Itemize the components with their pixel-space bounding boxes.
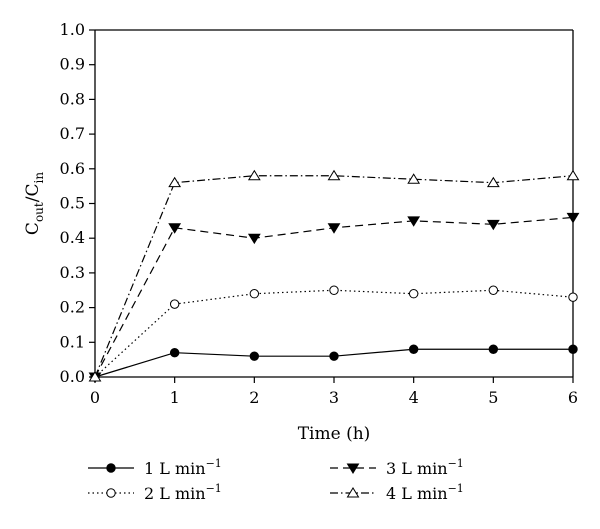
y-tick-label: 0.0	[60, 367, 85, 386]
x-axis-title: Time (h)	[298, 424, 371, 444]
series-4-point	[327, 169, 341, 181]
y-axis-title: Cout/Cin	[23, 172, 46, 235]
legend-item-4: 4 L min−1	[330, 482, 464, 503]
y-tick-label: 0.6	[60, 159, 85, 178]
x-tick-label: 2	[249, 388, 259, 407]
series-3	[88, 212, 580, 383]
x-tick-label: 5	[488, 388, 498, 407]
series-3-point	[327, 223, 341, 234]
series-3-point	[247, 233, 261, 245]
y-tick-label: 0.5	[60, 194, 85, 213]
series-2-point	[488, 285, 499, 295]
series-1-point	[169, 348, 180, 358]
series-2-point	[568, 292, 578, 302]
series-2-line	[94, 289, 574, 378]
y-tick-label: 0.9	[60, 55, 85, 74]
y-tick-label: 0.8	[60, 89, 85, 108]
y-tick-label: 0.7	[60, 124, 85, 143]
series-4-point	[407, 173, 421, 184]
legend-label: 1 L min−1	[144, 457, 222, 478]
legend-item-3: 3 L min−1	[330, 457, 464, 478]
series-layer	[88, 169, 580, 383]
y-tick-label: 0.2	[60, 298, 85, 317]
axes	[89, 29, 574, 383]
series-1-point	[488, 344, 499, 354]
y-tick-label: 1.0	[60, 20, 85, 39]
x-tick-label: 3	[329, 388, 339, 407]
series-2-point	[249, 289, 260, 299]
series-4	[88, 169, 580, 382]
series-4-point	[168, 176, 182, 188]
series-4-point	[566, 169, 580, 181]
series-4-point	[486, 176, 500, 188]
legend: 1 L min−1 2 L min−1 3 L min−1 4 L min−1	[88, 457, 464, 503]
legend-marker	[346, 487, 360, 498]
series-3-point	[407, 216, 421, 227]
legend-label: 2 L min−1	[144, 482, 222, 503]
x-tick-label: 1	[170, 388, 180, 407]
series-3-point	[486, 219, 500, 231]
y-tick-label: 0.4	[60, 228, 85, 247]
x-tick-label: 6	[568, 388, 578, 407]
series-4-point	[88, 371, 102, 382]
legend-label: 3 L min−1	[386, 457, 464, 478]
series-3-point	[168, 223, 182, 234]
legend-item-2: 2 L min−1	[88, 482, 222, 503]
series-4-point	[247, 169, 261, 181]
series-1-point	[408, 344, 419, 354]
legend-label: 4 L min−1	[386, 482, 464, 503]
y-tick-label: 0.3	[60, 263, 85, 282]
series-4-line	[94, 175, 574, 378]
x-tick-label: 0	[90, 388, 100, 407]
series-2-point	[329, 285, 339, 295]
legend-marker	[106, 488, 116, 498]
x-tick-label: 4	[409, 388, 419, 407]
series-1	[90, 344, 578, 382]
series-1-point	[249, 351, 260, 361]
series-2-point	[408, 289, 419, 299]
legend-marker	[346, 463, 360, 474]
series-3-point	[566, 212, 580, 224]
y-tick-label: 0.1	[60, 332, 85, 351]
labels-layer: 0.0 0.1 0.2 0.3 0.4 0.5 0.6 0.7 0.8 0.9 1.0 0 1 2 3 4 5 6…	[23, 20, 578, 444]
series-1-point	[329, 351, 339, 361]
series-1-point	[568, 344, 578, 354]
legend-item-1: 1 L min−1	[88, 457, 222, 478]
series-2	[90, 285, 578, 382]
series-2-point	[169, 299, 180, 309]
legend-marker	[106, 463, 116, 473]
